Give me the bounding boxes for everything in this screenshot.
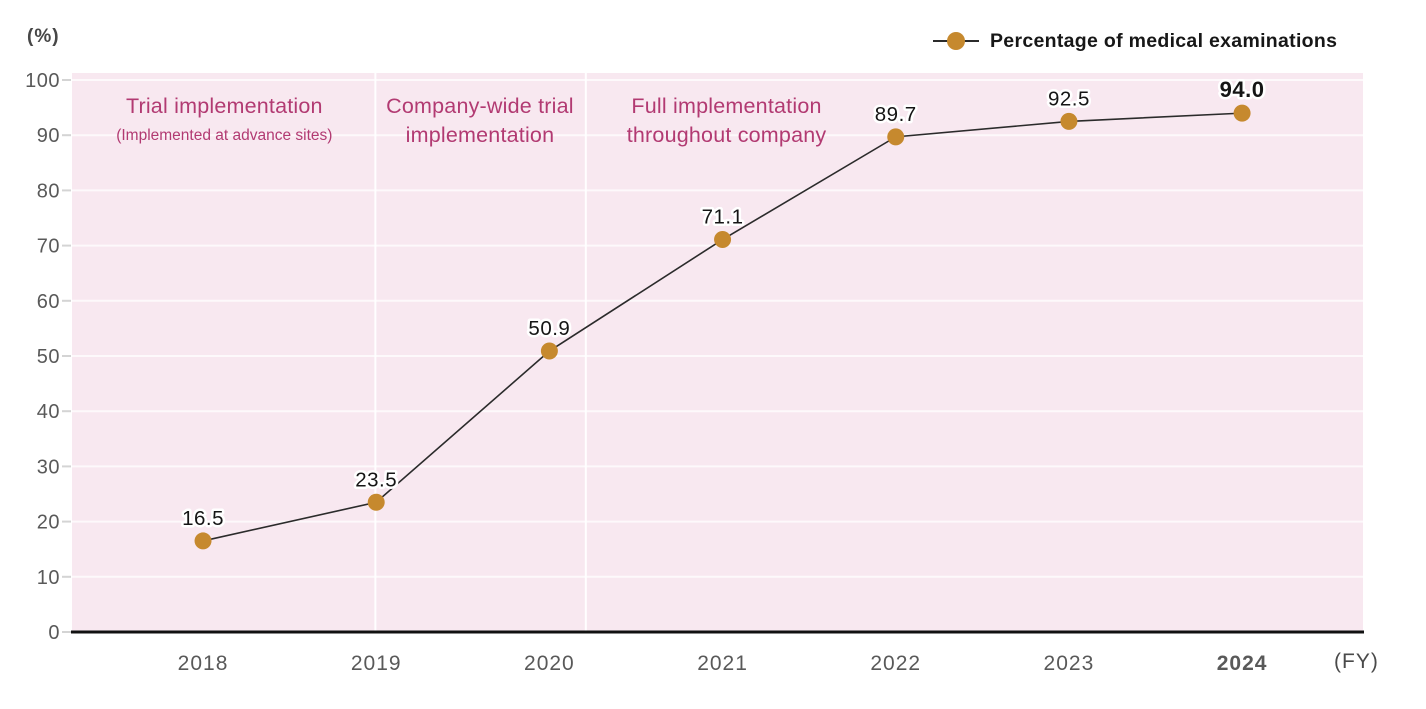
legend-line-marker-icon	[933, 32, 979, 50]
y-tick-label: 10	[37, 567, 60, 589]
data-point-label: 23.5	[355, 468, 397, 491]
data-point-marker	[540, 342, 558, 360]
data-point-label: 94.0	[1220, 77, 1265, 102]
y-tick-label: 0	[48, 622, 60, 644]
y-axis-unit-label: (%)	[27, 26, 60, 47]
data-point-marker	[714, 231, 732, 249]
data-point-marker	[1233, 104, 1251, 122]
y-tick-label: 40	[37, 401, 60, 423]
phase-annotation-line: Company-wide trial	[386, 94, 574, 118]
plot-area	[72, 73, 1363, 632]
y-tick-label: 60	[37, 291, 60, 313]
phase-annotation: Trial implementation (Implemented at adva…	[116, 94, 332, 144]
data-point-marker	[1060, 112, 1078, 130]
phase-annotation-line: throughout company	[627, 123, 827, 147]
x-tick-label: 2024	[1217, 652, 1268, 675]
phase-annotation-subline: (Implemented at advance sites)	[116, 127, 332, 144]
phase-annotation-line: implementation	[406, 123, 555, 147]
x-tick-label: 2018	[178, 652, 229, 675]
data-point-marker	[194, 532, 212, 550]
x-axis-unit-label: (FY)	[1334, 650, 1379, 673]
data-point-marker	[887, 128, 905, 146]
y-tick-label: 70	[37, 236, 60, 258]
chart-legend: Percentage of medical examinations	[933, 30, 1337, 52]
x-tick-label: 2021	[697, 652, 748, 675]
data-point-label: 71.1	[702, 206, 744, 229]
x-tick-label: 2023	[1044, 652, 1095, 675]
y-tick-label: 80	[37, 180, 60, 202]
y-tick-label: 20	[37, 512, 60, 534]
data-point-label: 50.9	[528, 317, 570, 340]
y-tick-label: 50	[37, 346, 60, 368]
phase-annotation-line: Full implementation	[631, 94, 821, 118]
phase-annotation: Company-wide trial implementation	[386, 94, 574, 147]
y-tick-label: 100	[25, 70, 60, 92]
y-tick-label: 90	[37, 125, 60, 147]
phase-annotation-line: Trial implementation	[126, 94, 323, 118]
data-point-marker	[367, 493, 385, 511]
x-tick-label: 2019	[351, 652, 402, 675]
data-point-label: 92.5	[1048, 87, 1090, 110]
y-tick-label: 30	[37, 456, 60, 478]
data-point-label: 89.7	[875, 103, 917, 126]
x-tick-label: 2020	[524, 652, 575, 675]
x-tick-label: 2022	[870, 652, 921, 675]
phase-annotation: Full implementation throughout company	[627, 94, 827, 147]
data-point-label: 16.5	[182, 507, 224, 530]
legend-dot-icon	[947, 32, 965, 50]
legend-series-label: Percentage of medical examinations	[990, 29, 1338, 52]
